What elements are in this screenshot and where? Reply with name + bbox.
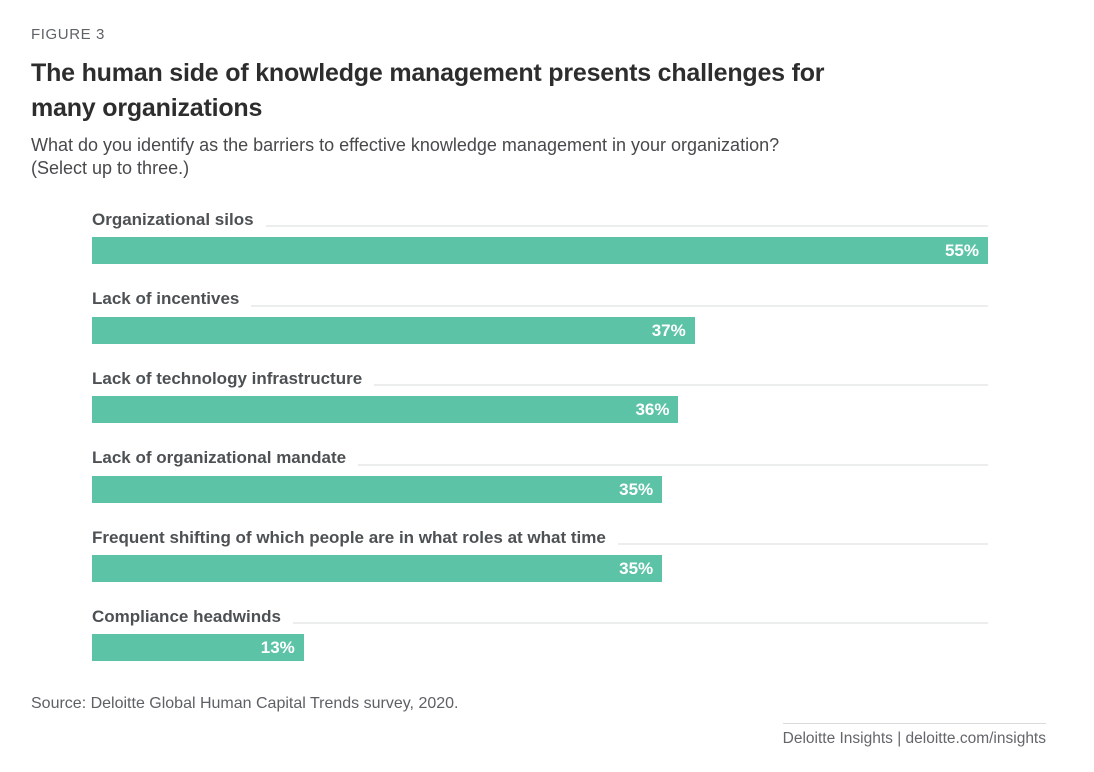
footer-attribution: Deloitte Insights | deloitte.com/insight… — [782, 723, 1046, 748]
category-label-row: Lack of technology infrastructure — [92, 369, 988, 389]
bar-value: 35% — [619, 479, 654, 499]
bar: 36% — [92, 396, 679, 424]
figure-question-line-1: What do you identify as the barriers to … — [31, 135, 780, 155]
label-rule — [358, 463, 988, 466]
figure-title: The human side of knowledge management p… — [31, 56, 1046, 126]
chart-row: Compliance headwinds 13% — [92, 607, 988, 662]
footer: Deloitte Insights | deloitte.com/insight… — [782, 723, 1046, 748]
bar-value: 35% — [619, 559, 654, 579]
chart-row: Lack of technology infrastructure 36% — [92, 369, 988, 424]
category-label-row: Lack of organizational mandate — [92, 448, 988, 468]
category-label: Lack of incentives — [92, 289, 240, 309]
bar-value: 13% — [260, 638, 295, 658]
chart-row: Frequent shifting of which people are in… — [92, 528, 988, 583]
category-label: Organizational silos — [92, 210, 254, 230]
category-label: Compliance headwinds — [92, 607, 281, 627]
category-label-row: Lack of incentives — [92, 289, 988, 309]
label-rule — [251, 304, 988, 307]
category-label-row: Compliance headwinds — [92, 607, 988, 627]
bar-chart: Organizational silos 55% Lack of incenti… — [92, 210, 988, 662]
label-rule — [265, 225, 988, 228]
bar-value: 55% — [944, 241, 979, 261]
source-note: Source: Deloitte Global Human Capital Tr… — [31, 695, 459, 713]
figure-title-line-2: many organizations — [31, 94, 263, 122]
figure-title-line-1: The human side of knowledge management p… — [31, 59, 825, 87]
bar-value: 37% — [651, 320, 686, 340]
label-rule — [617, 543, 988, 546]
bar-value: 36% — [635, 400, 670, 420]
label-rule — [292, 622, 988, 625]
figure-question: What do you identify as the barriers to … — [31, 134, 1046, 180]
bar: 35% — [92, 555, 663, 583]
label-rule — [374, 384, 988, 387]
category-label-row: Frequent shifting of which people are in… — [92, 528, 988, 548]
category-label: Frequent shifting of which people are in… — [92, 527, 606, 547]
figure-label: FIGURE 3 — [31, 26, 105, 43]
figure-question-line-2: (Select up to three.) — [31, 158, 190, 179]
category-label-row: Organizational silos — [92, 210, 988, 230]
chart-row: Organizational silos 55% — [92, 210, 988, 265]
bar: 13% — [92, 634, 304, 662]
bar: 37% — [92, 316, 695, 344]
bar: 55% — [92, 237, 988, 265]
chart-row: Lack of incentives 37% — [92, 289, 988, 344]
category-label: Lack of organizational mandate — [92, 448, 347, 468]
category-label: Lack of technology infrastructure — [92, 368, 363, 388]
bar: 35% — [92, 475, 663, 503]
chart-row: Lack of organizational mandate 35% — [92, 448, 988, 503]
